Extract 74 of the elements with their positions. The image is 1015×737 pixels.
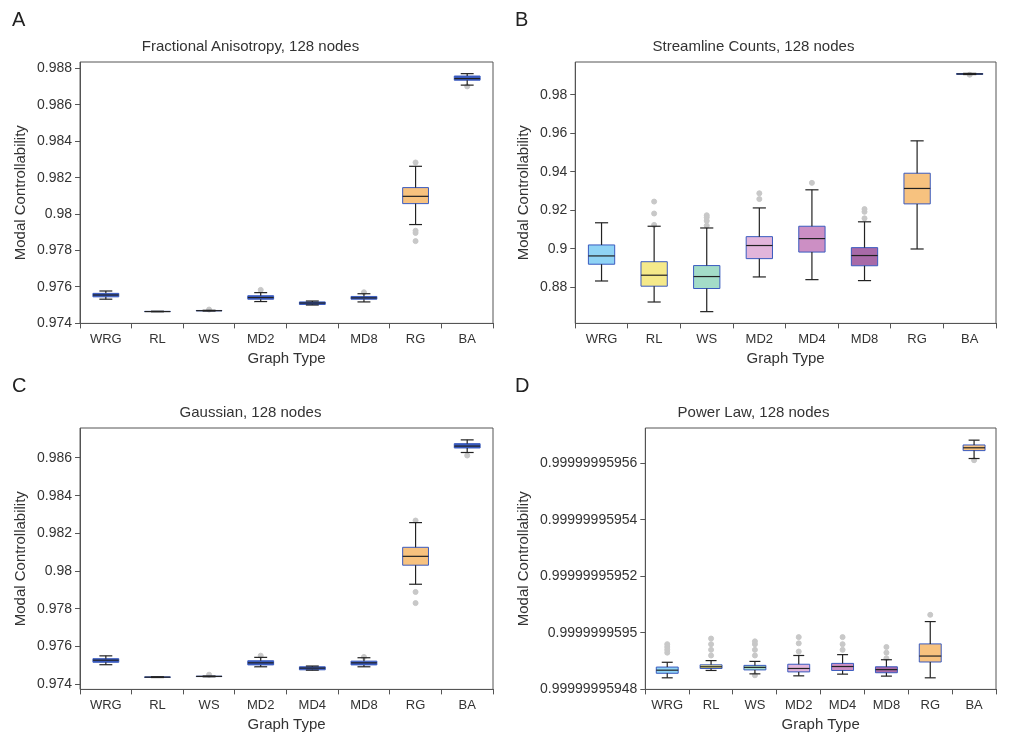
x-tick-label: WS [198,696,220,712]
y-tick-label: 0.96 [540,124,568,141]
y-tick-label: 0.974 [36,314,73,331]
x-tick-label: MD4 [828,696,857,712]
text: A [12,8,26,30]
x-tick-label: MD8 [350,696,378,712]
y-tick-label: 0.982 [36,524,73,541]
chart-title: Streamline Counts, 128 nodes [652,37,855,55]
x-axis-title: Graph Type [247,349,326,367]
x-tick-label: RL [149,696,166,712]
x-tick-label: BA [458,330,477,346]
x-tick-label: MD2 [246,330,275,346]
x-tick-label: MD2 [745,330,774,346]
text: C [12,374,27,396]
x-axis-title: Graph Type [247,715,326,733]
x-tick-label: WS [696,330,718,346]
y-tick-label: 0.974 [36,674,73,691]
y-tick-label: 0.99999995956 [540,454,638,471]
x-tick-label: WS [744,696,766,712]
x-tick-label: MD2 [785,696,813,712]
y-tick-label: 0.92 [540,201,568,218]
y-tick-label: 0.986 [36,95,73,112]
text: D [515,374,530,396]
y-tick-label: 0.982 [36,168,73,185]
y-tick-label: 0.99999995948 [540,680,638,697]
x-tick-label: BA [965,696,984,712]
x-tick-label: MD4 [298,696,327,712]
y-tick-label: 0.94 [540,162,568,179]
x-tick-label: RL [149,330,166,346]
x-tick-label: RG [405,330,426,346]
y-tick-label: 0.99999995952 [540,567,638,584]
y-tick-label: 0.978 [36,241,73,258]
x-tick-label: RG [405,696,426,712]
y-tick-label: 0.988 [36,59,73,76]
text: B [515,8,529,30]
y-tick-label: 0.98 [44,205,73,222]
y-tick-label: 0.984 [36,486,73,503]
x-tick-label: RG [920,696,940,712]
x-tick-label: WRG [89,330,122,346]
x-tick-label: MD8 [350,330,378,346]
x-tick-label: MD4 [298,330,327,346]
y-tick-label: 0.98 [44,561,73,578]
x-tick-label: RG [907,330,927,346]
y-axis-title: Modal Controllability [514,124,532,261]
y-tick-label: 0.9 [547,239,568,256]
x-axis-title: Graph Type [746,349,825,367]
x-tick-label: WRG [585,330,618,346]
chart-title: Gaussian, 128 nodes [179,403,322,421]
y-axis-title: Modal Controllability [514,490,532,627]
x-tick-label: RL [645,330,663,346]
x-tick-label: WRG [89,696,122,712]
y-axis-title: Modal Controllability [11,490,29,627]
x-tick-label: WS [198,330,220,346]
y-tick-label: 0.99999995954 [540,510,638,527]
y-tick-label: 0.976 [36,277,73,294]
x-axis-title: Graph Type [781,715,860,733]
x-tick-label: MD4 [798,330,826,346]
x-tick-label: MD2 [246,696,275,712]
y-tick-label: 0.9999999595 [547,623,638,640]
x-tick-label: BA [961,330,979,346]
x-tick-label: BA [458,696,477,712]
y-tick-label: 0.976 [36,637,73,654]
x-tick-label: WRG [651,696,684,712]
y-tick-label: 0.98 [540,85,568,102]
x-tick-label: MD8 [872,696,901,712]
y-tick-label: 0.984 [36,132,73,149]
chart-title: Power Law, 128 nodes [677,403,830,421]
chart-title: Fractional Anisotropy, 128 nodes [141,37,360,55]
y-tick-label: 0.986 [36,448,73,465]
x-tick-label: RL [702,696,720,712]
x-tick-label: MD8 [850,330,879,346]
y-axis-title: Modal Controllability [11,124,29,261]
y-tick-label: 0.978 [36,599,73,616]
y-tick-label: 0.88 [540,278,568,295]
